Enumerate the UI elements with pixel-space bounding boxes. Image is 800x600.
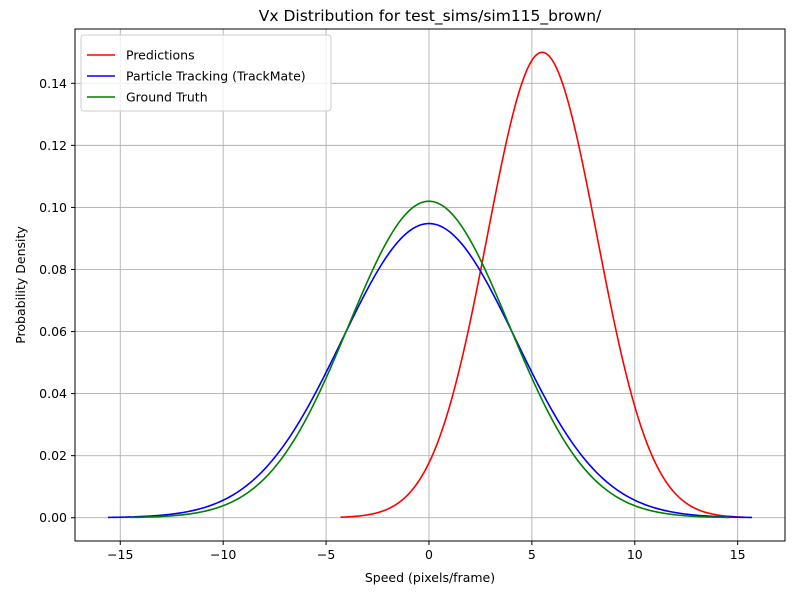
series-line-predictions xyxy=(340,51,744,518)
series-line-ground-truth xyxy=(130,200,730,519)
series-layer xyxy=(107,51,753,519)
x-tick-label: 0 xyxy=(425,547,433,562)
x-tick-label: 10 xyxy=(627,547,643,562)
y-tick-label: 0.12 xyxy=(39,138,67,153)
x-axis-label: Speed (pixels/frame) xyxy=(365,570,495,585)
chart-title: Vx Distribution for test_sims/sim115_bro… xyxy=(259,7,602,26)
x-tick-label: −5 xyxy=(317,547,335,562)
series-line-particle-tracking-trackmate xyxy=(107,222,753,519)
x-tick-label: 15 xyxy=(730,547,746,562)
y-tick-label: 0.04 xyxy=(39,386,67,401)
y-tick-label: 0.06 xyxy=(39,324,67,339)
legend-label: Predictions xyxy=(126,48,195,63)
y-tick-label: 0.10 xyxy=(39,200,67,215)
y-tick-label: 0.08 xyxy=(39,262,67,277)
x-axis: −15 −10 −5 0 5 10 15 xyxy=(107,541,746,562)
legend: Predictions Particle Tracking (TrackMate)… xyxy=(80,34,332,112)
x-tick-label: 5 xyxy=(528,547,536,562)
y-tick-label: 0.14 xyxy=(39,76,67,91)
legend-label: Ground Truth xyxy=(126,90,208,105)
grid xyxy=(75,29,785,541)
x-tick-label: −15 xyxy=(107,547,133,562)
x-tick-label: −10 xyxy=(210,547,236,562)
y-axis-label: Probability Density xyxy=(13,226,28,344)
legend-label: Particle Tracking (TrackMate) xyxy=(126,69,306,84)
y-tick-label: 0.00 xyxy=(39,510,67,525)
plot-frame xyxy=(74,28,786,542)
y-tick-label: 0.02 xyxy=(39,448,67,463)
legend-box xyxy=(80,34,332,112)
y-axis: 0.00 0.02 0.04 0.06 0.08 0.10 0.12 0.14 xyxy=(39,76,75,525)
